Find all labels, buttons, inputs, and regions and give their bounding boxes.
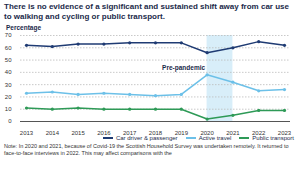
svg-text:2014: 2014 [46, 130, 60, 135]
svg-text:2019: 2019 [175, 130, 189, 135]
html-text:Note: In 2020 and 2021, becaus: Note: In 2020 and 2021, because of Covid… [4, 143, 289, 156]
html-text:There is no evidence of a sign: There is no evidence of a significant an… [4, 2, 289, 21]
html-text:Percentage: Percentage [6, 24, 41, 31]
html-text:Active travel: Active travel [198, 135, 232, 141]
svg-text:20: 20 [5, 94, 12, 100]
svg-text:2015: 2015 [71, 130, 85, 135]
svg-text:10: 10 [5, 106, 12, 112]
svg-text:2021: 2021 [226, 130, 240, 135]
html-text:Public transport: Public transport [252, 135, 294, 141]
svg-text:2013: 2013 [20, 130, 34, 135]
svg-text:2022: 2022 [252, 130, 266, 135]
svg-text:30: 30 [5, 82, 12, 88]
svg-text:2017: 2017 [123, 130, 137, 135]
svg-text:0: 0 [8, 118, 12, 124]
svg-text:50: 50 [5, 57, 12, 63]
svg-text:2020: 2020 [200, 130, 214, 135]
svg-text:2016: 2016 [97, 130, 111, 135]
svg-text:60: 60 [5, 45, 12, 51]
svg-text:2023: 2023 [278, 130, 292, 135]
html-text:Car driver & passenger: Car driver & passenger [115, 135, 178, 141]
svg-text:70: 70 [5, 32, 12, 38]
svg-text:Pre-pandemic: Pre-pandemic [162, 64, 205, 72]
svg-text:40: 40 [5, 69, 12, 75]
svg-text:2018: 2018 [149, 130, 163, 135]
